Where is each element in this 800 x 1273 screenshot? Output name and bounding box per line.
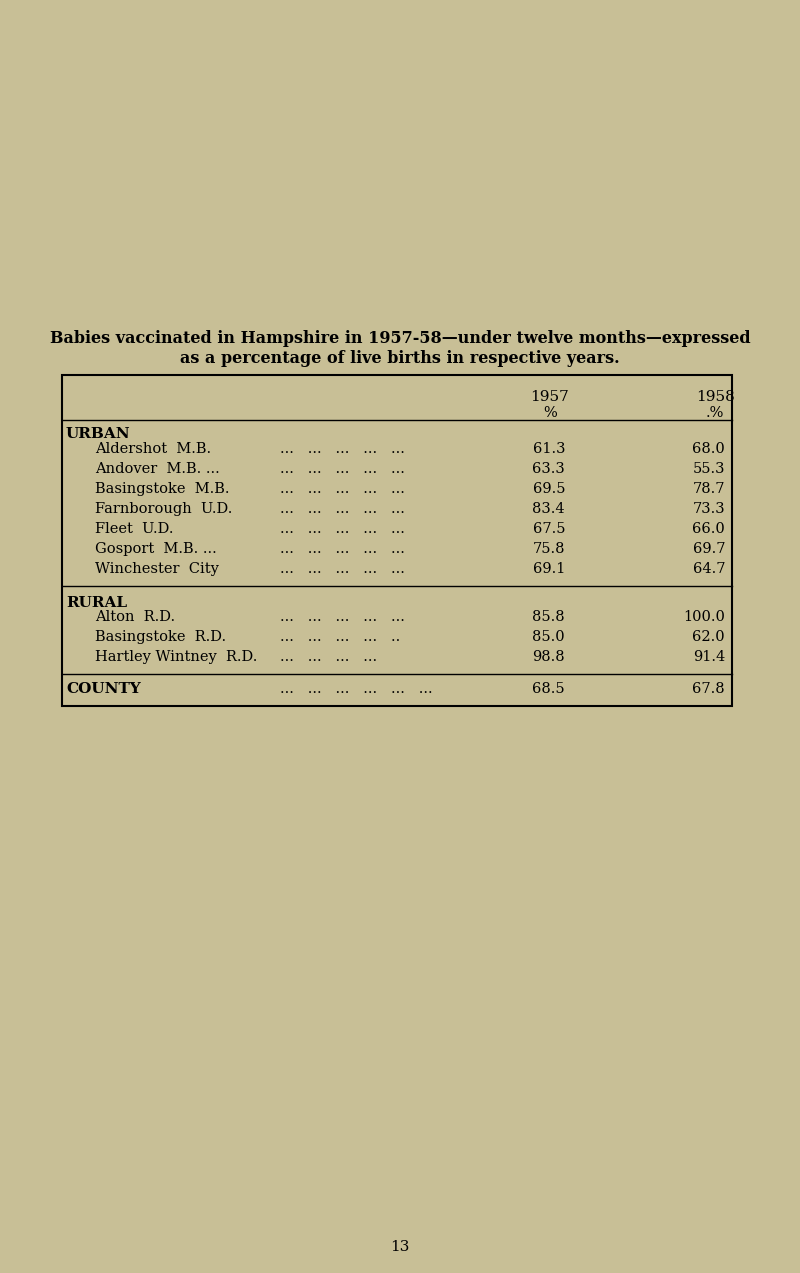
Text: 68.5: 68.5 (532, 682, 565, 696)
Text: ...   ...   ...   ...   ...: ... ... ... ... ... (280, 482, 405, 496)
Text: .%: .% (706, 406, 724, 420)
Text: as a percentage of live births in respective years.: as a percentage of live births in respec… (180, 350, 620, 367)
Text: ...   ...   ...   ...   ...: ... ... ... ... ... (280, 542, 405, 556)
Text: 73.3: 73.3 (692, 502, 725, 516)
Text: 83.4: 83.4 (532, 502, 565, 516)
Text: 1958: 1958 (696, 390, 734, 404)
Text: ...   ...   ...   ...   ...: ... ... ... ... ... (280, 442, 405, 456)
Text: 61.3: 61.3 (533, 442, 565, 456)
Text: ...   ...   ...   ...   ...   ...: ... ... ... ... ... ... (280, 682, 433, 696)
Text: ...   ...   ...   ...   ...: ... ... ... ... ... (280, 561, 405, 575)
Text: 62.0: 62.0 (692, 630, 725, 644)
Text: 91.4: 91.4 (693, 651, 725, 665)
Text: Farnborough  U.D.: Farnborough U.D. (95, 502, 232, 516)
Text: ...   ...   ...   ...   ...: ... ... ... ... ... (280, 502, 405, 516)
Text: 69.7: 69.7 (693, 542, 725, 556)
Text: 63.3: 63.3 (532, 462, 565, 476)
Text: 68.0: 68.0 (692, 442, 725, 456)
Text: 78.7: 78.7 (693, 482, 725, 496)
Text: Babies vaccinated in Hampshire in 1957-58—under twelve months—expressed: Babies vaccinated in Hampshire in 1957-5… (50, 330, 750, 348)
Text: RURAL: RURAL (66, 596, 127, 610)
Text: ...   ...   ...   ...   ...: ... ... ... ... ... (280, 610, 405, 624)
Text: 69.5: 69.5 (533, 482, 565, 496)
Text: 67.8: 67.8 (692, 682, 725, 696)
Text: 66.0: 66.0 (692, 522, 725, 536)
Text: Basingstoke  R.D.: Basingstoke R.D. (95, 630, 226, 644)
Text: URBAN: URBAN (66, 426, 130, 440)
Text: Hartley Wintney  R.D.: Hartley Wintney R.D. (95, 651, 258, 665)
Text: ...   ...   ...   ...   ...: ... ... ... ... ... (280, 462, 405, 476)
Text: 100.0: 100.0 (683, 610, 725, 624)
Text: 1957: 1957 (530, 390, 570, 404)
Text: Gosport  M.B. ...: Gosport M.B. ... (95, 542, 217, 556)
Text: Alton  R.D.: Alton R.D. (95, 610, 175, 624)
Text: COUNTY: COUNTY (66, 682, 141, 696)
Text: 69.1: 69.1 (533, 561, 565, 575)
Text: 67.5: 67.5 (533, 522, 565, 536)
Bar (62, 376, 732, 707)
Text: 85.8: 85.8 (532, 610, 565, 624)
Text: Andover  M.B. ...: Andover M.B. ... (95, 462, 220, 476)
Text: ...   ...   ...   ...   ..: ... ... ... ... .. (280, 630, 400, 644)
Text: 98.8: 98.8 (532, 651, 565, 665)
Text: 13: 13 (390, 1240, 410, 1254)
Text: Winchester  City: Winchester City (95, 561, 219, 575)
Text: ...   ...   ...   ...: ... ... ... ... (280, 651, 377, 665)
Text: ...   ...   ...   ...   ...: ... ... ... ... ... (280, 522, 405, 536)
Text: Basingstoke  M.B.: Basingstoke M.B. (95, 482, 230, 496)
Text: 85.0: 85.0 (532, 630, 565, 644)
Text: 55.3: 55.3 (693, 462, 725, 476)
Text: Fleet  U.D.: Fleet U.D. (95, 522, 174, 536)
Text: %: % (543, 406, 557, 420)
Text: 64.7: 64.7 (693, 561, 725, 575)
Text: 75.8: 75.8 (533, 542, 565, 556)
Text: Aldershot  M.B.: Aldershot M.B. (95, 442, 211, 456)
